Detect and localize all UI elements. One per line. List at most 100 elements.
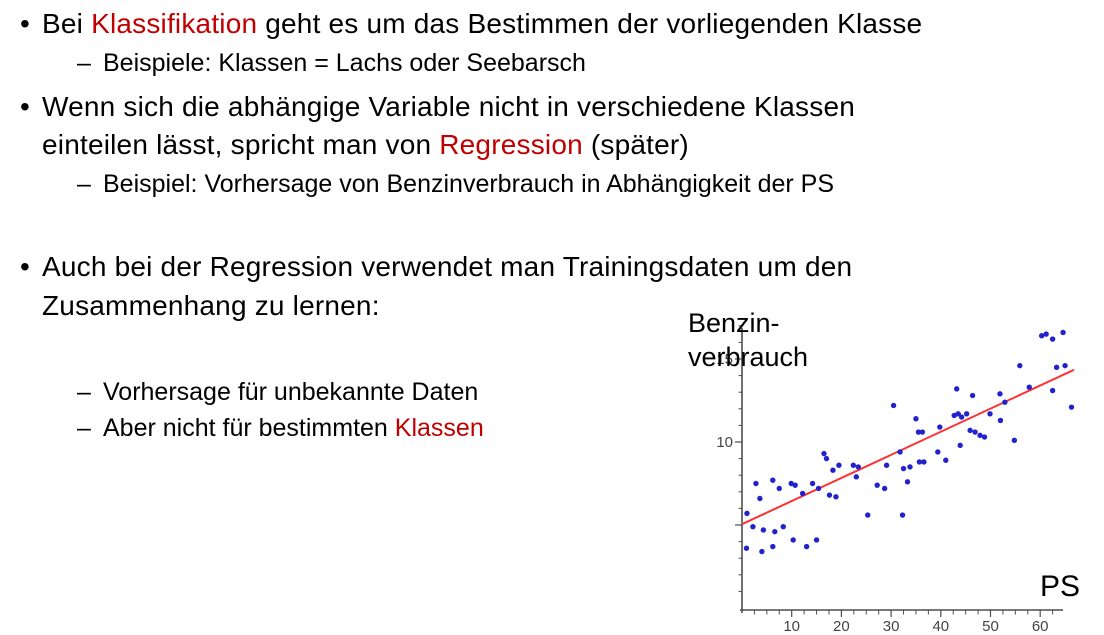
data-point <box>760 527 767 533</box>
data-point <box>955 411 961 417</box>
data-point <box>836 462 842 468</box>
data-point <box>792 482 798 488</box>
data-point <box>823 455 830 462</box>
data-point <box>813 537 820 543</box>
bullet3-line2-text: Zusammenhang zu lernen: <box>42 290 380 321</box>
data-point <box>997 417 1004 424</box>
data-point <box>821 450 827 457</box>
data-point <box>907 464 913 470</box>
bullet1-text-post: geht es um das Bestimmen der vorliegende… <box>257 8 923 39</box>
x-axis-label: PS <box>1040 570 1081 603</box>
data-point <box>826 492 833 498</box>
bullet2-keyword-regression: Regression <box>439 129 583 160</box>
data-point <box>969 392 976 399</box>
sub-item-beispiele-klassen: – Beispiele: Klassen = Lachs oder Seebars… <box>77 49 586 78</box>
data-point <box>803 543 810 550</box>
y-tick-label: 10 <box>716 434 733 451</box>
data-point <box>935 449 941 455</box>
bullet3-line1-text: Auch bei der Regression verwendet man Tr… <box>42 251 853 282</box>
data-point <box>830 467 836 473</box>
data-point <box>1017 362 1023 369</box>
dash-marker: – <box>77 414 91 442</box>
sub4-text-pre: Aber nicht für bestimmten <box>103 414 395 442</box>
y-axis-label: Benzin- verbrauch <box>688 306 808 374</box>
bullet2-line2-pre: einteilen lässt, spricht man von <box>42 129 440 160</box>
data-point <box>967 427 973 434</box>
data-point <box>1060 329 1066 336</box>
data-point <box>753 480 759 487</box>
data-point <box>874 482 880 488</box>
data-point <box>1049 336 1056 342</box>
data-point <box>987 411 993 417</box>
data-point <box>1043 331 1049 337</box>
data-point <box>921 459 927 465</box>
data-point <box>1038 333 1045 339</box>
data-point <box>790 537 796 543</box>
data-point <box>853 474 860 480</box>
data-point <box>855 464 861 470</box>
sub3-text: Vorhersage für unbekannte Daten <box>103 378 479 406</box>
data-point <box>937 424 943 430</box>
data-point <box>833 494 839 500</box>
sub1-text: Beispiele: Klassen = Lachs oder Seebarsc… <box>103 49 586 77</box>
data-point <box>897 449 903 455</box>
data-point <box>997 391 1003 397</box>
x-tick-label: 20 <box>833 618 850 635</box>
sub-item-vorhersage-unbekannte: – Vorhersage für unbekannte Daten <box>77 378 478 407</box>
data-point <box>977 432 983 439</box>
data-point <box>981 434 988 440</box>
x-tick-label: 40 <box>932 618 949 635</box>
bullet1-keyword-klassifikation: Klassifikation <box>91 8 258 39</box>
data-point <box>750 523 756 530</box>
data-point <box>915 429 922 435</box>
data-point <box>900 465 907 472</box>
dash-marker: – <box>77 378 91 406</box>
data-point <box>881 485 888 492</box>
x-tick-label: 60 <box>1032 618 1049 635</box>
data-point <box>772 528 778 535</box>
data-point <box>759 548 765 555</box>
data-point <box>958 414 965 420</box>
y-tick-label: 15 <box>716 351 733 368</box>
data-point <box>1049 387 1056 394</box>
bullet-item-klassifikation: • Bei Klassifikation geht es um das Besti… <box>20 8 922 40</box>
data-point <box>904 479 911 485</box>
bullet-marker: • <box>20 8 31 39</box>
bullet-item-regression-line2: einteilen lässt, spricht man von Regress… <box>42 129 689 161</box>
data-point <box>744 510 750 517</box>
data-point <box>865 512 871 518</box>
data-point <box>1026 384 1032 390</box>
data-point <box>1002 399 1008 405</box>
data-point <box>1062 362 1068 369</box>
sub-item-nicht-klassen: – Aber nicht für bestimmten Klassen <box>77 414 484 443</box>
x-tick-label: 50 <box>982 618 999 635</box>
data-point <box>957 442 963 449</box>
dash-marker: – <box>77 170 91 198</box>
sub2-text: Beispiel: Vorhersage von Benzinverbrauch… <box>103 170 835 198</box>
data-point <box>1068 404 1075 410</box>
y-axis-label-line1: Benzin- <box>688 308 780 338</box>
data-point <box>913 416 919 422</box>
sub-item-beispiel-vorhersage: – Beispiel: Vorhersage von Benzinverbrauc… <box>77 170 834 199</box>
bullet2-line1-text: Wenn sich die abhängige Variable nicht i… <box>42 91 855 122</box>
scatter-chart: 10 20 30 40 50 60 10 15 <box>716 325 1075 635</box>
data-point <box>809 480 816 487</box>
bullet2-line2-post: (später) <box>582 129 689 160</box>
data-point <box>743 545 750 551</box>
data-point <box>770 543 776 550</box>
data-point <box>799 490 806 497</box>
data-point <box>757 495 763 502</box>
bullet-item-trainingsdaten-line2: Zusammenhang zu lernen: <box>42 290 380 322</box>
bullet-marker: • <box>20 91 31 122</box>
data-point <box>850 462 857 468</box>
data-point <box>954 386 960 392</box>
regression-line <box>741 368 1075 526</box>
data-point <box>780 523 786 530</box>
x-tick-label: 30 <box>883 618 900 635</box>
data-point <box>972 429 978 435</box>
data-point <box>770 477 776 483</box>
bullet-marker: • <box>20 251 31 282</box>
data-point <box>963 411 970 417</box>
data-point <box>883 462 890 468</box>
